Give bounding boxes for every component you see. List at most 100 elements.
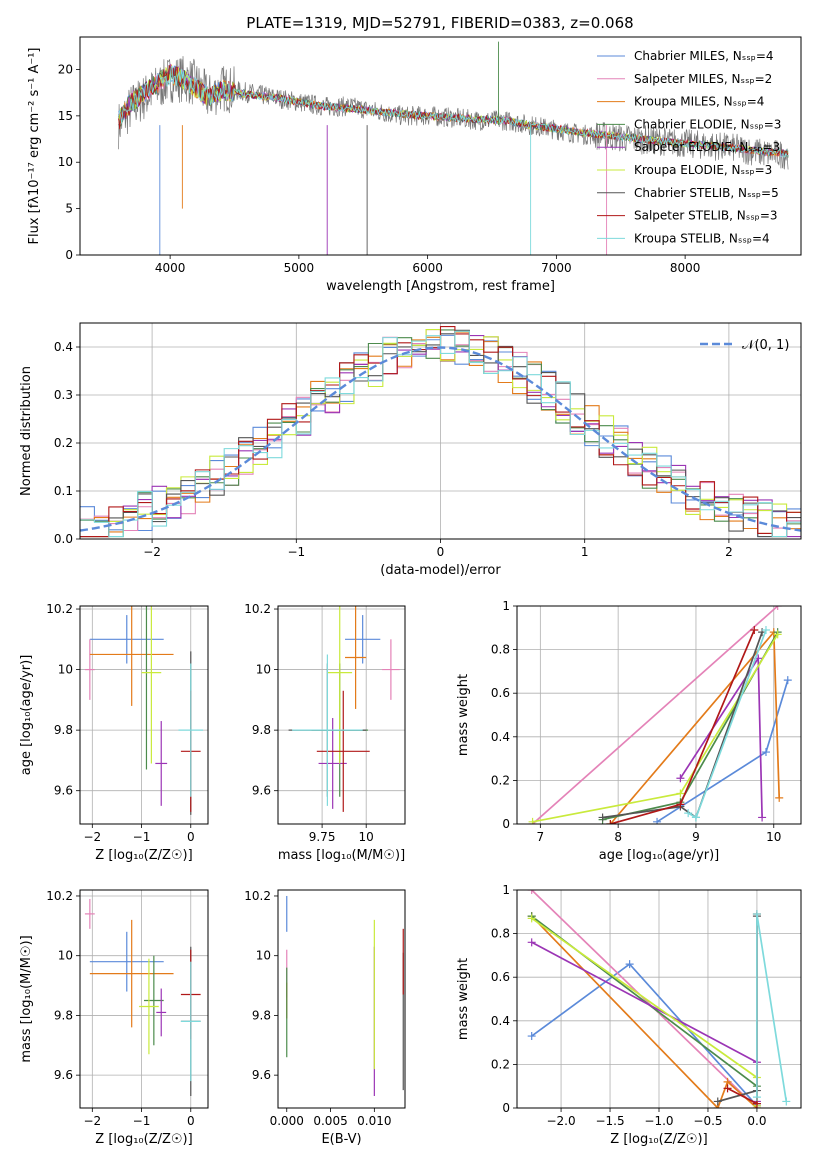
panel-residuals: −2 −1 0 1 2 0.0 0.1 0.2 0.3 0.4 (data-model)/error…: [19, 322, 802, 578]
y-tick-label: 10: [58, 663, 73, 677]
panel-age-vs-Z: −2 −1 0 9.6 9.8 10 10.2 Z [log₁₀(Z/Z☉)] age [log…: [19, 602, 209, 863]
weight-marker: [783, 676, 792, 685]
weight-marker: [761, 748, 770, 757]
y-tick-label: 0.8: [491, 927, 510, 941]
x-tick-label: 0: [187, 1114, 195, 1128]
x-axis-label: Z [log₁₀(Z/Z☉)]: [610, 1132, 707, 1147]
y-axis-label: Normed distribution: [19, 366, 34, 496]
weight-marker: [527, 1032, 536, 1041]
x-tick-label: 7: [537, 830, 545, 844]
y-axis-label: age [log₁₀(age/yr)]: [19, 655, 34, 776]
y-tick-label: 10.2: [244, 602, 271, 616]
y-tick-label: 9.8: [252, 723, 271, 737]
y-tick-label: 0.6: [491, 686, 510, 700]
weight-marker: [723, 1084, 732, 1093]
figure-title: PLATE=1319, MJD=52791, FIBERID=0383, z=0…: [246, 14, 633, 32]
y-tick-label: 10.2: [244, 889, 271, 903]
x-tick-label: −2: [83, 1114, 101, 1128]
weight-marker: [773, 606, 782, 610]
weight-line: [531, 890, 758, 1108]
x-tick-label: −1: [133, 830, 151, 844]
legend: 𝒩(0, 1): [700, 338, 789, 353]
axes-frame: [277, 605, 406, 825]
weight-marker: [750, 625, 759, 634]
legend: Chabrier MILES, Nₛₛₚ=4 Salpeter MILES, Nₛ…: [597, 49, 781, 245]
legend-label: Salpeter MILES, Nₛₛₚ=2: [634, 72, 772, 86]
y-tick-label: 20: [58, 62, 73, 76]
y-tick-label: 10.2: [46, 889, 73, 903]
x-tick-label: 0.0: [747, 1114, 766, 1128]
model-spectrum: [118, 67, 789, 157]
x-tick-label: 0: [437, 545, 445, 559]
weight-line: [656, 679, 789, 823]
residual-histogram: [80, 330, 801, 538]
x-tick-label: 10: [766, 830, 781, 844]
weight-marker: [598, 813, 607, 822]
legend-label: Chabrier STELIB, Nₛₛₚ=5: [634, 186, 779, 200]
weight-marker: [758, 813, 767, 822]
weight-marker: [653, 817, 662, 824]
legend-label: Chabrier MILES, Nₛₛₚ=4: [634, 49, 774, 63]
weight-marker: [676, 789, 685, 798]
plot-area: [527, 890, 791, 1108]
y-tick-label: 0.4: [491, 730, 510, 744]
legend-label: Kroupa MILES, Nₛₛₚ=4: [634, 95, 764, 109]
weight-marker: [752, 1093, 761, 1102]
model-spectrum: [118, 65, 789, 158]
panel-age-vs-mass: 9.75 10 9.6 9.8 10 10.2 mass [log₁₀(M/M☉)]: [244, 602, 406, 863]
legend-label: Chabrier ELODIE, Nₛₛₚ=3: [634, 117, 781, 131]
x-tick-label: 10: [359, 830, 374, 844]
plot-area: [84, 898, 201, 1097]
x-tick-label: 9.75: [309, 830, 336, 844]
x-tick-label: 2: [725, 545, 733, 559]
weight-marker: [527, 938, 536, 947]
y-tick-label: 9.8: [54, 1008, 73, 1022]
weight-marker: [691, 813, 700, 822]
y-axis-label: mass [log₁₀(M/M☉)]: [19, 935, 34, 1062]
plot-area: [286, 895, 404, 1097]
x-tick-label: 8000: [670, 261, 701, 275]
x-tick-label: 0: [187, 830, 195, 844]
y-axis-label: Flux [fλ10⁻¹⁷ erg cm⁻² s⁻¹ A⁻¹]: [27, 48, 42, 245]
x-tick-label: −2.0: [546, 1114, 575, 1128]
x-tick-label: −1: [133, 1114, 151, 1128]
weight-marker: [527, 890, 536, 894]
x-axis-label: Z [log₁₀(Z/Z☉)]: [95, 848, 192, 863]
y-tick-label: 10.2: [46, 602, 73, 616]
grid-lines: [80, 606, 208, 824]
plot-area: [84, 606, 204, 815]
weight-line: [531, 941, 758, 1102]
axes-frame: [516, 889, 802, 1109]
y-tick-label: 1: [502, 883, 510, 897]
axes-frame: [516, 605, 802, 825]
x-tick-label: 1: [581, 545, 589, 559]
y-tick-label: 1: [502, 599, 510, 613]
x-tick-label: −1.5: [595, 1114, 624, 1128]
x-tick-label: 6000: [412, 261, 443, 275]
x-tick-label: −2: [83, 830, 101, 844]
x-tick-label: 7000: [541, 261, 572, 275]
y-tick-label: 15: [58, 109, 73, 123]
x-tick-label: 0.010: [357, 1114, 391, 1128]
weight-marker: [752, 909, 761, 918]
weight-marker: [676, 774, 685, 783]
x-axis-label: Z [log₁₀(Z/Z☉)]: [95, 1132, 192, 1147]
weight-marker: [606, 820, 615, 824]
grid-lines: [80, 890, 208, 1108]
y-tick-label: 9.8: [54, 723, 73, 737]
weight-marker: [527, 914, 536, 923]
panel-weight-vs-Z: −2.0 −1.5 −1.0 −0.5 0.0 0 0.2 0.4 0.6 0.8 1 Z [log₁…: [456, 883, 802, 1147]
x-tick-label: 5000: [284, 261, 315, 275]
legend-label: Salpeter ELODIE, Nₛₛₚ=3: [634, 140, 780, 154]
weight-marker: [528, 817, 537, 824]
panel-mass-vs-ebv: 0.000 0.005 0.010 9.6 9.8 10 10.2 E(B-V): [244, 889, 406, 1147]
y-tick-label: 5: [65, 202, 73, 216]
weight-marker: [775, 793, 784, 802]
x-axis-label: mass [log₁₀(M/M☉)]: [278, 848, 405, 863]
y-tick-label: 9.6: [252, 784, 271, 798]
plot-area: [80, 326, 801, 538]
weight-marker: [625, 960, 634, 969]
panel-mass-vs-Z: −2 −1 0 9.6 9.8 10 10.2 Z [log₁₀(Z/Z☉)] mass [lo…: [19, 889, 209, 1147]
weight-line: [756, 913, 788, 1102]
